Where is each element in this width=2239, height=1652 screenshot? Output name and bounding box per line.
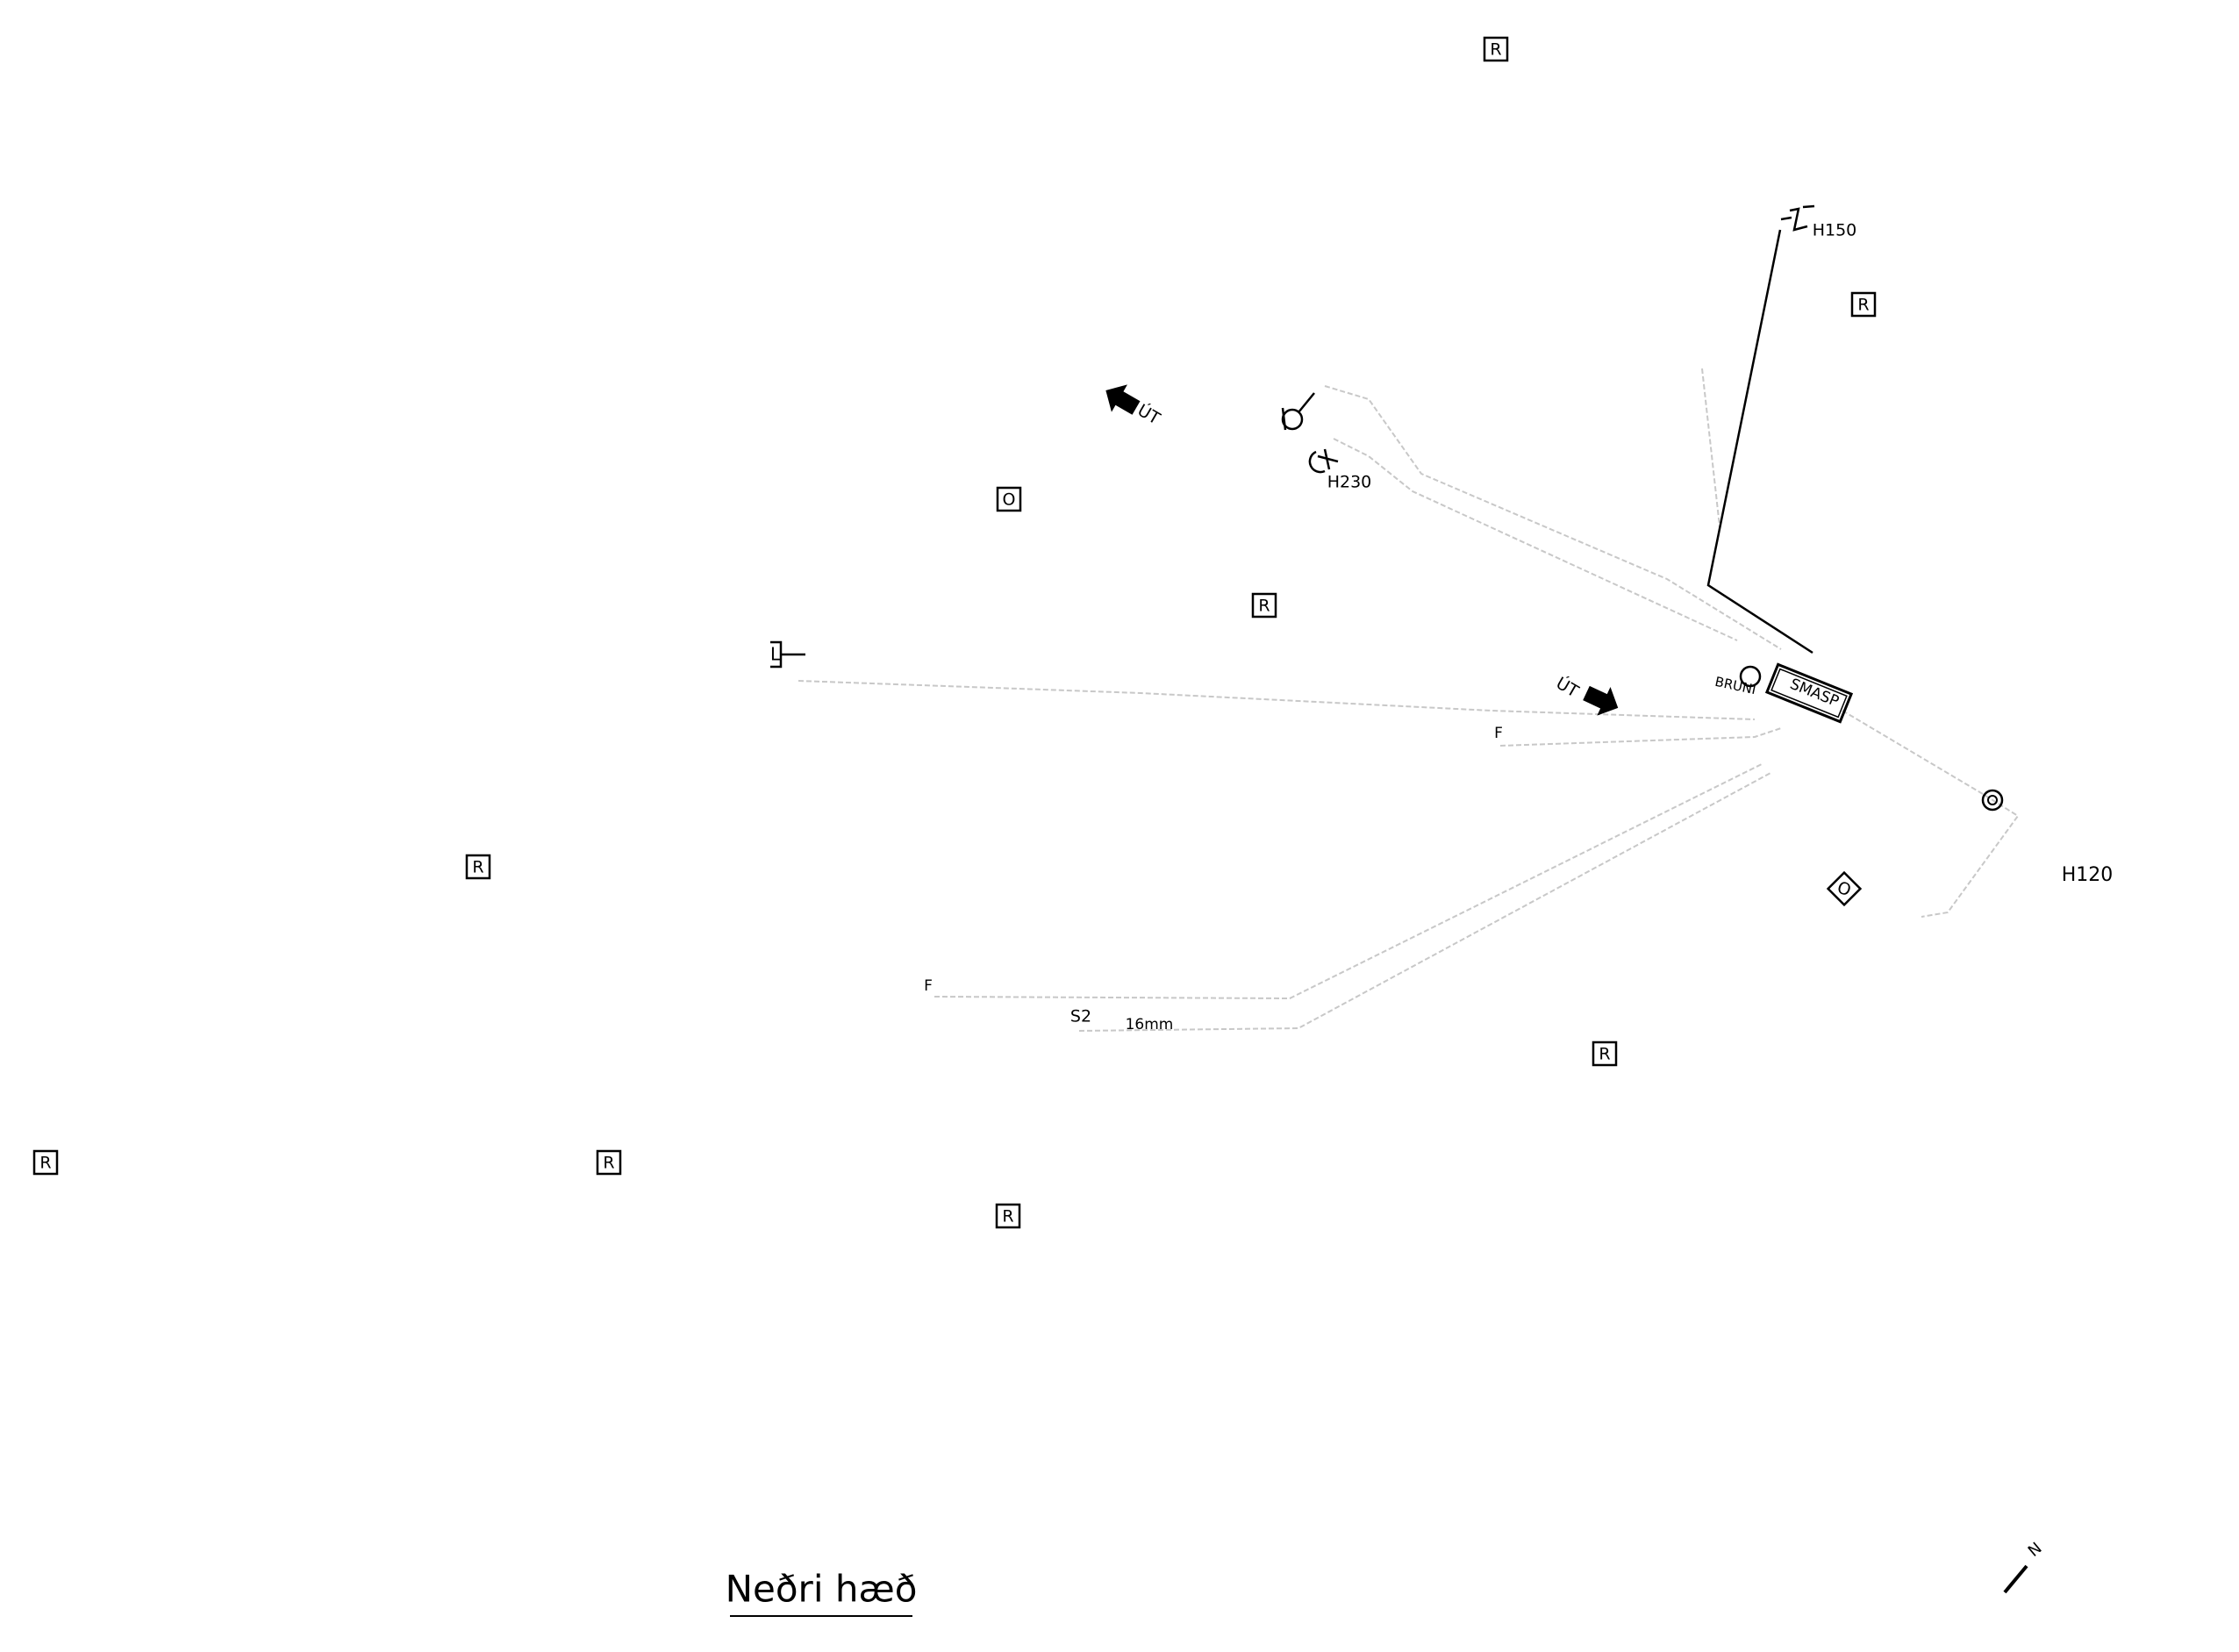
marker-box xyxy=(1251,592,1277,619)
marker-label: R xyxy=(1258,597,1270,616)
marker-box xyxy=(996,486,1022,512)
marker: O xyxy=(996,486,1022,512)
valve-symbol xyxy=(1281,392,1315,431)
marker: R xyxy=(32,1149,59,1176)
hydrant-symbol xyxy=(1308,448,1339,474)
pipe xyxy=(1842,710,2020,918)
marker-label: R xyxy=(39,1154,51,1173)
panel-box xyxy=(1764,662,1854,724)
marker-box xyxy=(995,1203,1021,1229)
marker: R xyxy=(465,854,491,880)
pipe xyxy=(1499,727,1782,747)
label: H120 xyxy=(2062,864,2114,886)
label: F xyxy=(1494,725,1503,742)
pipe xyxy=(798,680,1756,720)
marker-label: O xyxy=(1835,878,1854,901)
marker-label: R xyxy=(603,1154,614,1173)
marker-label: R xyxy=(472,858,483,877)
marker: R xyxy=(995,1203,1021,1229)
marker-label: R xyxy=(1490,40,1501,60)
marker-label: O xyxy=(1003,490,1016,510)
label: L xyxy=(770,644,781,665)
pipes xyxy=(798,368,2020,1032)
label: H230 xyxy=(1327,473,1372,492)
pipe xyxy=(1078,771,1773,1032)
marker: O xyxy=(1826,870,1863,907)
marker-box xyxy=(1483,36,1509,62)
marker-label: R xyxy=(1002,1207,1013,1226)
pipe xyxy=(934,762,1764,1000)
marker: R xyxy=(1483,36,1509,62)
label: H150 xyxy=(1813,221,1857,240)
marker-box xyxy=(596,1149,622,1176)
hydrant-symbol xyxy=(1780,204,1815,232)
pipe xyxy=(1324,385,1782,650)
marker: R xyxy=(1251,592,1277,619)
pipe xyxy=(1333,438,1738,641)
label: F xyxy=(924,977,933,995)
valve-symbol xyxy=(1281,408,1304,431)
pipe xyxy=(1701,368,1720,527)
fire-alarm xyxy=(1739,665,1762,688)
marker-box xyxy=(32,1149,59,1176)
sprinkler-valve xyxy=(1987,795,1998,805)
north-arrow xyxy=(2003,1564,2028,1594)
exit-arrow xyxy=(1105,384,1141,415)
panel-inner xyxy=(1770,668,1848,719)
marker-box xyxy=(1850,291,1877,318)
panel xyxy=(1764,662,1854,724)
label: S2 xyxy=(1070,1007,1091,1026)
marker-label: R xyxy=(1857,296,1869,315)
exit-arrow xyxy=(1583,685,1619,716)
marker: R xyxy=(596,1149,622,1176)
hose-symbol xyxy=(770,640,805,669)
marker-box xyxy=(1592,1041,1618,1067)
marker: R xyxy=(1850,291,1877,318)
title: Neðri hæð xyxy=(726,1568,918,1611)
marker-box xyxy=(465,854,491,880)
main-line xyxy=(1706,229,1813,654)
marker-box xyxy=(1826,870,1863,907)
marker-label: R xyxy=(1599,1045,1610,1064)
marker: R xyxy=(1592,1041,1618,1067)
label: 16mm xyxy=(1126,1016,1174,1033)
sprinkler-valve xyxy=(1981,789,2004,812)
